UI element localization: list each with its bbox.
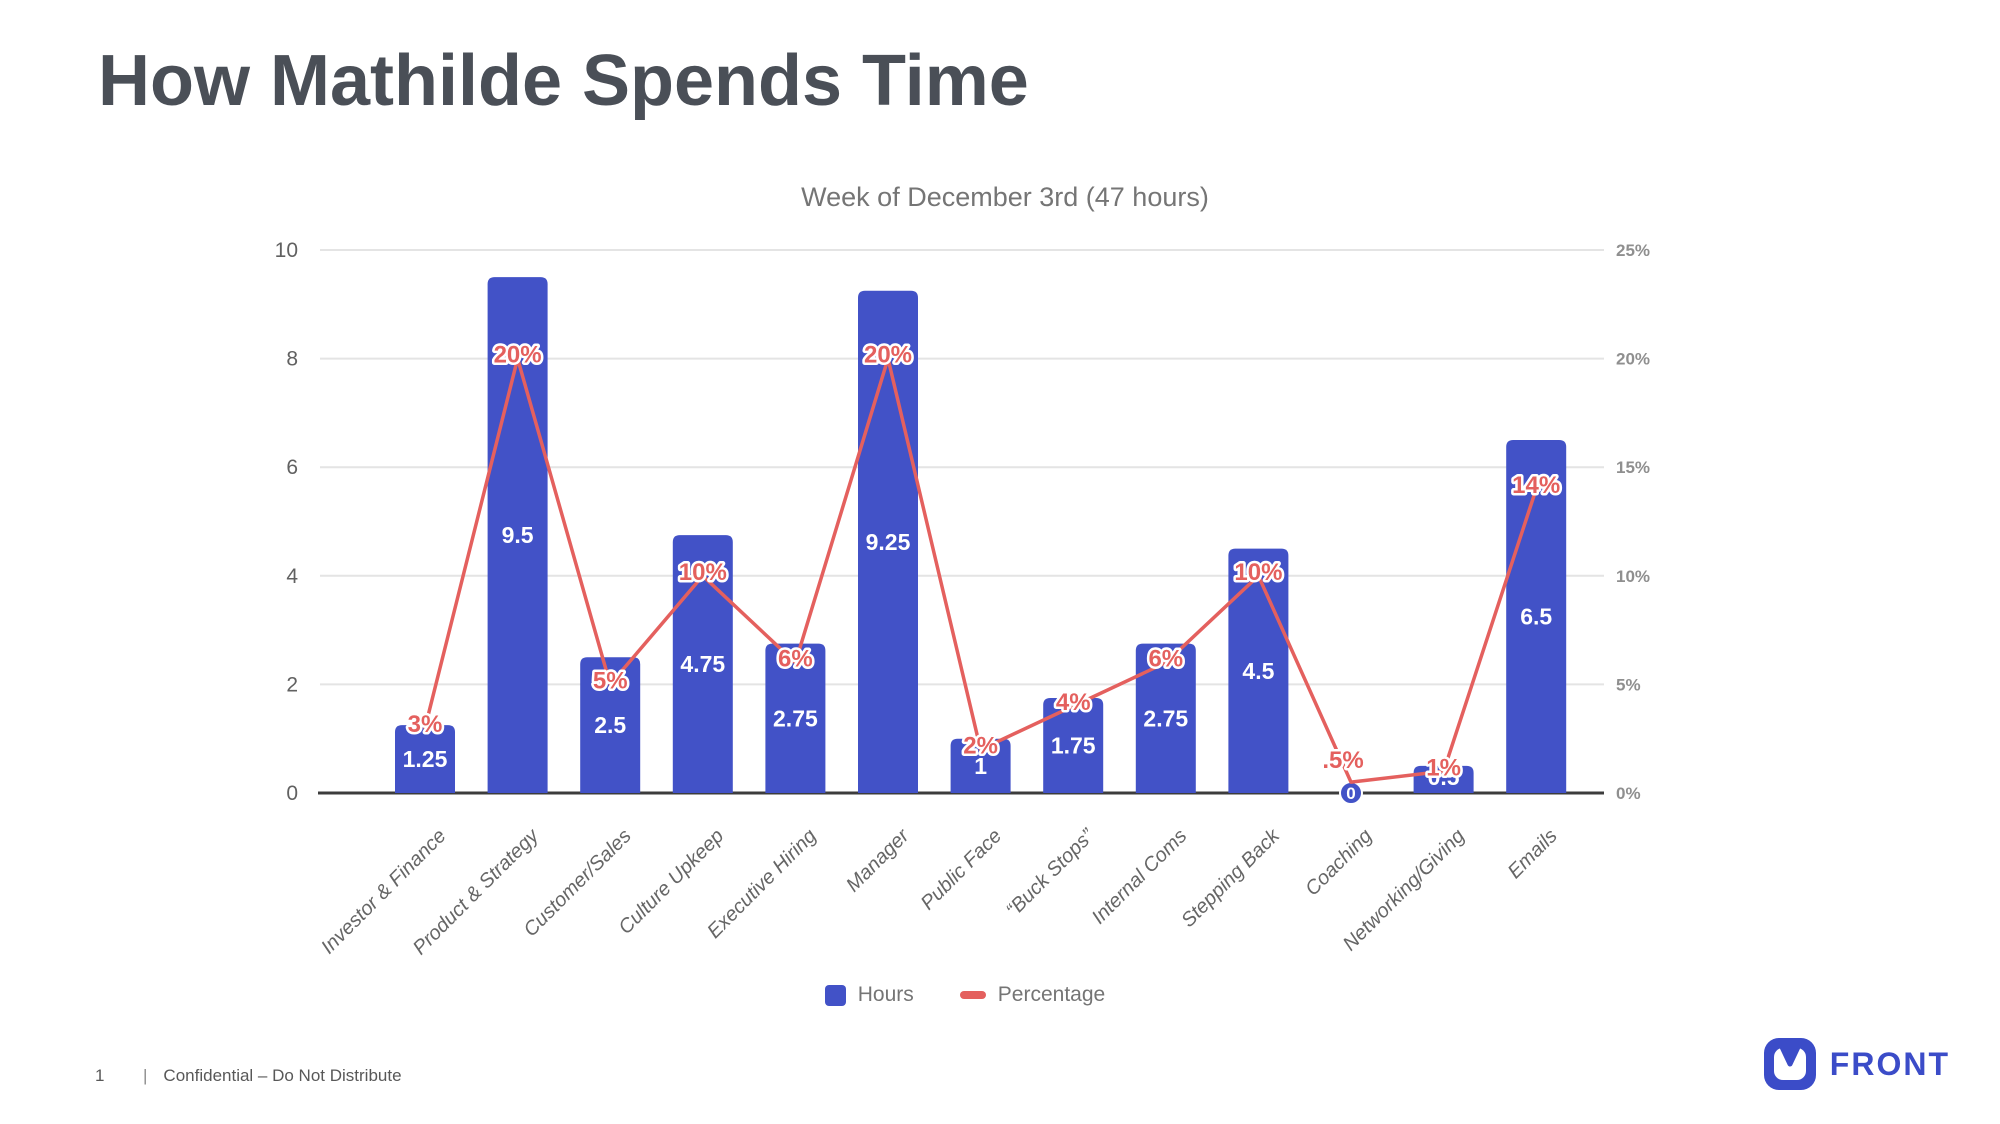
legend-item-hours: Hours — [824, 983, 914, 1007]
percentage-point-label: 6% — [1148, 646, 1183, 673]
category-label: Manager — [842, 824, 914, 896]
page-number: 1 — [95, 1066, 105, 1085]
bar-value-label: 1.25 — [403, 746, 448, 772]
bar-value-label: 1.75 — [1051, 732, 1096, 758]
footer: 1 | Confidential – Do Not Distribute — [95, 1066, 402, 1086]
right-axis-tick-label: 0% — [1616, 784, 1641, 803]
front-logo-icon — [1763, 1038, 1816, 1090]
percentage-point-label: 3% — [408, 711, 443, 738]
bar — [1506, 440, 1567, 793]
bar — [1043, 697, 1104, 793]
hours-swatch-icon — [824, 984, 846, 1006]
bar — [395, 725, 455, 793]
bar-value-label: 4.5 — [1242, 658, 1274, 684]
legend-label-percentage: Percentage — [997, 983, 1106, 1006]
chart-legend: Hours Percentage — [330, 983, 1600, 1007]
bar-value-label: 2.75 — [1143, 705, 1188, 731]
percentage-point-label: 10% — [679, 559, 727, 586]
percentage-point-label: 6% — [778, 646, 813, 673]
left-axis-tick-label: 6 — [286, 456, 298, 479]
right-axis-tick-label: 15% — [1616, 458, 1650, 477]
percentage-point-label: 10% — [1234, 559, 1282, 586]
category-label: Emails — [1504, 825, 1562, 883]
bar — [580, 657, 641, 793]
bar-value-label: 2.75 — [773, 705, 818, 731]
category-label: Stepping Back — [1177, 824, 1284, 931]
percentage-point-label: 4% — [1056, 689, 1091, 716]
front-logo: FRONT — [1763, 1038, 1950, 1090]
percentage-point-label: .5% — [1322, 747, 1363, 774]
left-axis-tick-label: 10 — [275, 239, 298, 262]
percentage-point-label: 20% — [864, 342, 912, 369]
legend-item-percentage: Percentage — [959, 983, 1106, 1007]
bar — [765, 643, 826, 793]
percentage-point-label: 2% — [963, 733, 998, 760]
left-axis-tick-label: 2 — [286, 673, 298, 696]
percentage-point-label: 20% — [494, 342, 542, 369]
right-axis-tick-label: 25% — [1616, 241, 1650, 260]
legend-label-hours: Hours — [857, 983, 914, 1006]
confidential-label: Confidential – Do Not Distribute — [163, 1066, 402, 1085]
category-label: Coaching — [1301, 825, 1376, 900]
category-label: Public Face — [917, 825, 1006, 914]
bar — [950, 738, 1011, 793]
percentage-line — [423, 356, 1538, 784]
time-spend-chart: 02468100%5%10%15%20%25%1.259.52.54.752.7… — [275, 239, 1650, 959]
bar-value-label: 4.75 — [680, 651, 725, 677]
percentage-point-label: 5% — [593, 667, 628, 694]
right-axis-tick-label: 10% — [1616, 567, 1650, 586]
bar-value-label: 0 — [1346, 784, 1355, 803]
bar-value-label: 2.5 — [594, 712, 626, 738]
right-axis-tick-label: 20% — [1616, 350, 1650, 369]
bar-value-label: 9.5 — [502, 522, 534, 548]
right-axis-tick-label: 5% — [1616, 675, 1641, 694]
bar-value-label: 9.25 — [866, 529, 911, 555]
footer-divider: | — [143, 1066, 148, 1085]
percentage-point-label: 14% — [1512, 472, 1560, 499]
left-axis-tick-label: 8 — [286, 348, 298, 371]
percentage-point-label: 1% — [1426, 754, 1461, 781]
category-label: Internal Coms — [1088, 825, 1192, 929]
front-logo-text: FRONT — [1829, 1045, 1950, 1082]
left-axis-tick-label: 0 — [286, 782, 298, 805]
category-label: “Buck Stops” — [1002, 824, 1099, 921]
chart-title: Week of December 3rd (47 hours) — [801, 182, 1209, 212]
page-title: How Mathilde Spends Time — [98, 41, 1029, 121]
bar-value-label: 1 — [974, 753, 987, 779]
percentage-swatch-icon — [959, 991, 986, 999]
bar-value-label: 6.5 — [1520, 604, 1552, 630]
left-axis-tick-label: 4 — [286, 565, 298, 588]
bar — [672, 535, 733, 793]
bar — [1135, 643, 1196, 793]
